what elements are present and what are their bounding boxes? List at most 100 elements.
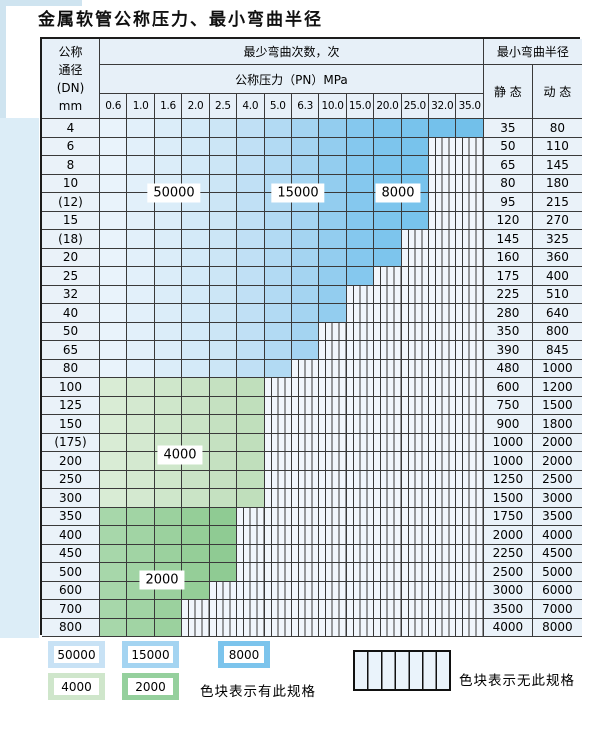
spec-cell <box>374 137 402 156</box>
spec-cell <box>264 359 292 378</box>
spec-cell <box>346 248 375 267</box>
page-edge-strip-top <box>0 0 82 6</box>
spec-cell <box>100 396 128 415</box>
no-spec-striped-cell <box>374 322 402 341</box>
dn-cell: (18) <box>42 230 100 249</box>
spec-cell <box>100 285 128 304</box>
dn-header-line: (DN) <box>56 80 85 95</box>
no-spec-striped-cell <box>456 230 484 249</box>
no-spec-striped-cell <box>456 359 484 378</box>
dynamic-radius-cell: 1800 <box>532 415 582 434</box>
spec-cell <box>291 119 320 138</box>
spec-cell <box>154 600 183 619</box>
no-spec-striped-cell <box>374 544 402 563</box>
pressure-header-cell: 公称压力（PN）MPa <box>100 65 484 94</box>
legend-box-4000: 4000 <box>48 673 105 700</box>
no-spec-striped-cell <box>291 489 320 508</box>
no-spec-striped-cell <box>346 581 375 600</box>
no-spec-striped-cell <box>346 544 375 563</box>
static-radius-cell: 35 <box>483 119 533 138</box>
spec-cell <box>319 156 347 175</box>
no-spec-striped-cell <box>401 544 430 563</box>
spec-cell <box>209 156 238 175</box>
spec-cell <box>182 470 210 489</box>
no-spec-striped-cell <box>429 137 457 156</box>
spec-cell <box>264 248 292 267</box>
no-spec-striped-cell <box>429 452 457 471</box>
no-spec-striped-cell <box>401 507 430 526</box>
no-spec-striped-cell <box>346 322 375 341</box>
dn-cell: 125 <box>42 396 100 415</box>
dynamic-radius-cell: 5000 <box>532 563 582 582</box>
no-spec-striped-cell <box>182 618 210 637</box>
no-spec-striped-cell <box>291 433 320 452</box>
spec-cell <box>237 248 265 267</box>
dn-cell: 600 <box>42 581 100 600</box>
static-radius-cell: 160 <box>483 248 533 267</box>
spec-cell <box>209 396 238 415</box>
no-spec-striped-cell <box>291 581 320 600</box>
spec-cell <box>100 359 128 378</box>
spec-cell <box>237 378 265 397</box>
spec-cell <box>374 230 402 249</box>
no-spec-striped-cell <box>401 600 430 619</box>
no-spec-striped-cell <box>182 600 210 619</box>
dn-cell: 25 <box>42 267 100 286</box>
spec-cell <box>209 489 238 508</box>
no-spec-striped-cell <box>374 359 402 378</box>
no-spec-striped-cell <box>291 544 320 563</box>
no-spec-striped-cell <box>319 322 347 341</box>
no-spec-striped-cell <box>429 526 457 545</box>
no-spec-striped-cell <box>374 378 402 397</box>
no-spec-striped-cell <box>346 470 375 489</box>
no-spec-striped-cell <box>429 304 457 323</box>
spec-cell <box>264 322 292 341</box>
pressure-tick-cell: 35.0 <box>456 94 484 119</box>
spec-cell <box>100 433 128 452</box>
spec-cell <box>346 193 375 212</box>
no-spec-striped-cell <box>346 433 375 452</box>
no-spec-striped-cell <box>429 489 457 508</box>
dn-cell: 250 <box>42 470 100 489</box>
spec-cell <box>100 489 128 508</box>
dn-cell: 150 <box>42 415 100 434</box>
spec-cell <box>154 544 183 563</box>
no-spec-striped-cell <box>237 507 265 526</box>
dn-cell: 100 <box>42 378 100 397</box>
no-spec-striped-cell <box>456 581 484 600</box>
spec-cell <box>100 378 128 397</box>
spec-cell <box>346 267 375 286</box>
no-spec-striped-cell <box>401 470 430 489</box>
no-spec-striped-cell <box>237 618 265 637</box>
dn-header-line: mm <box>58 98 83 113</box>
dynamic-radius-cell: 110 <box>532 137 582 156</box>
no-spec-striped-cell <box>456 267 484 286</box>
no-spec-striped-cell <box>429 507 457 526</box>
static-radius-cell: 480 <box>483 359 533 378</box>
legend-box-8000: 8000 <box>218 641 270 668</box>
spec-cell <box>319 248 347 267</box>
spec-cell <box>237 174 265 193</box>
spec-cell <box>154 137 183 156</box>
dn-cell: 300 <box>42 489 100 508</box>
no-spec-striped-cell <box>291 618 320 637</box>
no-spec-striped-cell <box>374 600 402 619</box>
static-radius-cell: 390 <box>483 341 533 360</box>
spec-cell <box>401 156 430 175</box>
static-radius-cell: 2250 <box>483 544 533 563</box>
no-spec-striped-cell <box>319 433 347 452</box>
dn-cell: 200 <box>42 452 100 471</box>
no-spec-striped-cell <box>209 618 238 637</box>
spec-cell <box>209 452 238 471</box>
dynamic-radius-cell: 3500 <box>532 507 582 526</box>
spec-cell <box>127 137 155 156</box>
no-spec-striped-cell <box>401 267 430 286</box>
spec-cell <box>127 322 155 341</box>
dynamic-radius-cell: 845 <box>532 341 582 360</box>
spec-cell <box>154 526 183 545</box>
spec-cell <box>264 119 292 138</box>
spec-cell <box>154 119 183 138</box>
no-spec-striped-cell <box>456 600 484 619</box>
no-spec-striped-cell <box>291 470 320 489</box>
